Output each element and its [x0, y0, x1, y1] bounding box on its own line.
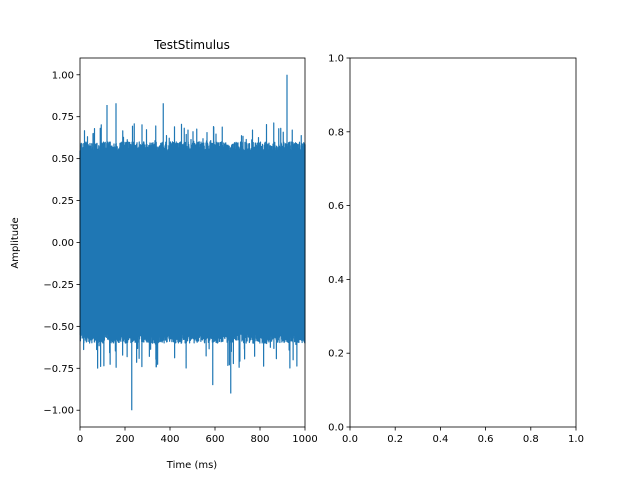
left-x-tick-label: 400: [160, 434, 179, 445]
left-x-tick-label: 800: [250, 434, 269, 445]
left-y-ticks: −1.00 −0.75 −0.50 −0.25 0.00 0.25 0.50 0.75 1.00: [43, 70, 80, 417]
left-y-tick-label: −0.75: [43, 364, 74, 375]
left-y-tick-label: 1.00: [52, 70, 74, 81]
right-x-tick-label: 0.6: [478, 434, 494, 445]
right-y-tick-label: 0.0: [328, 423, 344, 434]
left-y-tick-label: −1.00: [43, 406, 74, 417]
left-x-tick-label: 600: [205, 434, 224, 445]
left-x-axis-label: Time (ms): [166, 460, 218, 471]
left-y-tick-label: 0.00: [52, 238, 74, 249]
right-y-tick-label: 0.4: [328, 275, 344, 286]
left-y-axis-label: Amplitude: [10, 217, 21, 268]
right-y-tick-label: 0.8: [328, 127, 344, 138]
left-series-group: [79, 74, 306, 411]
right-y-tick-label: 1.0: [328, 54, 344, 65]
right-y-ticks: 0.0 0.2 0.4 0.6 0.8 1.0: [328, 54, 350, 434]
left-y-tick-label: 0.50: [52, 154, 74, 165]
right-axes-frame: [349, 57, 577, 428]
left-subplot-title: TestStimulus: [153, 38, 230, 52]
right-x-tick-label: 0.0: [342, 434, 358, 445]
left-x-tick-label: 1000: [292, 434, 317, 445]
right-x-tick-label: 0.2: [387, 434, 403, 445]
left-y-tick-label: 0.75: [52, 112, 74, 123]
right-y-tick-label: 0.6: [328, 201, 344, 212]
left-x-tick-label: 200: [115, 434, 134, 445]
left-y-tick-label: 0.25: [52, 196, 74, 207]
test-stimulus-series-line: [79, 74, 306, 411]
right-x-tick-label: 0.4: [432, 434, 448, 445]
right-x-tick-label: 0.8: [523, 434, 539, 445]
left-x-tick-label: 0: [77, 434, 83, 445]
right-subplot: 0.0 0.2 0.4 0.6 0.8 1.0 0.0 0.2 0.4 0.6 0.8 1.0: [328, 54, 584, 446]
left-x-ticks: 0 200 400 600 800 1000: [77, 427, 318, 445]
left-y-tick-label: −0.25: [43, 280, 74, 291]
right-x-tick-label: 1.0: [568, 434, 584, 445]
left-subplot: TestStimulus 0 200 400 600 800 1000 −1.00 −0.7…: [10, 38, 318, 471]
right-x-ticks: 0.0 0.2 0.4 0.6 0.8 1.0: [342, 427, 584, 445]
right-y-tick-label: 0.2: [328, 349, 344, 360]
left-y-tick-label: −0.50: [43, 322, 74, 333]
